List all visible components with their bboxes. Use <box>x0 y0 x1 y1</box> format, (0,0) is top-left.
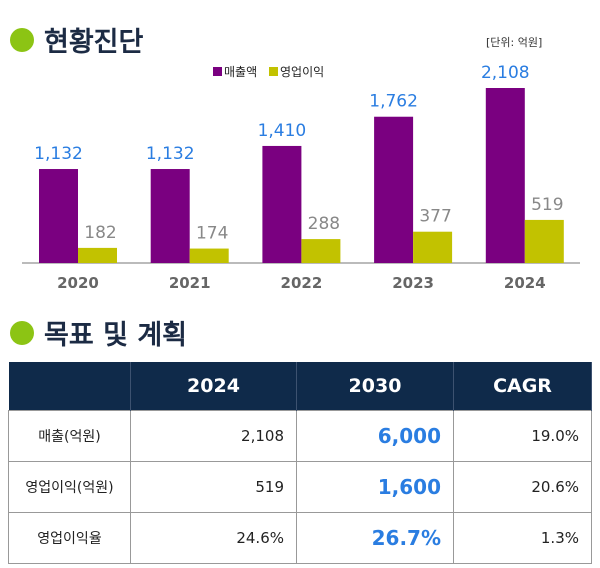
section-title-plan: 목표 및 계획 <box>10 313 187 352</box>
data-label: 174 <box>196 224 228 244</box>
data-label: 1,132 <box>34 144 83 164</box>
legend-swatch <box>269 67 278 76</box>
x-tick-label: 2022 <box>281 274 323 292</box>
bar-revenue <box>262 145 302 263</box>
bar-revenue <box>39 169 78 263</box>
x-tick-label: 2023 <box>392 274 434 292</box>
data-label: 377 <box>419 207 451 227</box>
legend-swatch <box>213 67 222 76</box>
cell-2030: 26.7% <box>296 511 454 564</box>
cell-cagr: 19.0% <box>453 409 592 462</box>
x-tick-label: 2021 <box>169 274 211 292</box>
data-label: 2,108 <box>481 63 530 83</box>
table-row: 영업이익율 24.6% 26.7% 1.3% <box>8 511 592 564</box>
bullet-dot-icon <box>10 320 34 345</box>
legend-label: 매출액 <box>224 65 257 79</box>
bar-operating-profit <box>413 231 453 263</box>
bar-chart: 매출액 영업이익 1,132 182 2020 1,132 174 2021 1,410 288 2… <box>22 63 580 292</box>
bar-operating-profit <box>78 247 117 263</box>
header-cell <box>8 362 131 410</box>
cell-2024: 24.6% <box>130 511 297 564</box>
data-label: 288 <box>308 214 340 234</box>
data-label: 1,132 <box>146 144 195 164</box>
bar-operating-profit <box>301 239 341 263</box>
cell-2030: 1,600 <box>296 460 454 513</box>
data-label: 1,762 <box>369 92 418 112</box>
table-row: 영업이익(억원) 519 1,600 20.6% <box>8 460 592 513</box>
cell-2024: 519 <box>130 460 297 513</box>
bar-revenue <box>150 169 190 263</box>
section-title-status: 현황진단 <box>10 20 143 59</box>
legend-label: 영업이익 <box>280 65 324 79</box>
header-cell: 2024 <box>130 362 297 410</box>
cell-cagr: 1.3% <box>453 511 592 564</box>
plan-table: 2024 2030 CAGR 매출(억원) 2,108 6,000 19.0% … <box>8 362 592 564</box>
cell-2030: 6,000 <box>296 409 454 462</box>
data-label: 182 <box>84 223 116 243</box>
bar-revenue <box>485 88 525 263</box>
bullet-dot-icon <box>10 27 34 52</box>
row-label: 매출(억원) <box>8 409 131 462</box>
bar-operating-profit <box>189 248 229 263</box>
data-label: 519 <box>531 195 563 215</box>
section-title-text: 현황진단 <box>44 27 144 58</box>
data-label: 1,410 <box>258 121 307 141</box>
x-tick-label: 2020 <box>57 274 99 292</box>
header-cell: CAGR <box>453 362 592 410</box>
row-label: 영업이익율 <box>8 511 131 564</box>
table-row: 매출(억원) 2,108 6,000 19.0% <box>8 409 592 462</box>
cell-cagr: 20.6% <box>453 460 592 513</box>
cell-2024: 2,108 <box>130 409 297 462</box>
section-title-text: 목표 및 계획 <box>44 320 187 351</box>
bar-revenue <box>374 116 414 263</box>
unit-label: [단위: 억원] <box>486 36 543 49</box>
row-label: 영업이익(억원) <box>8 460 131 513</box>
x-tick-label: 2024 <box>504 274 546 292</box>
header-cell: 2030 <box>296 362 454 410</box>
bar-operating-profit <box>524 219 564 263</box>
